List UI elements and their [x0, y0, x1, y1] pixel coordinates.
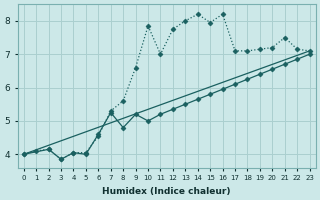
- X-axis label: Humidex (Indice chaleur): Humidex (Indice chaleur): [102, 187, 231, 196]
